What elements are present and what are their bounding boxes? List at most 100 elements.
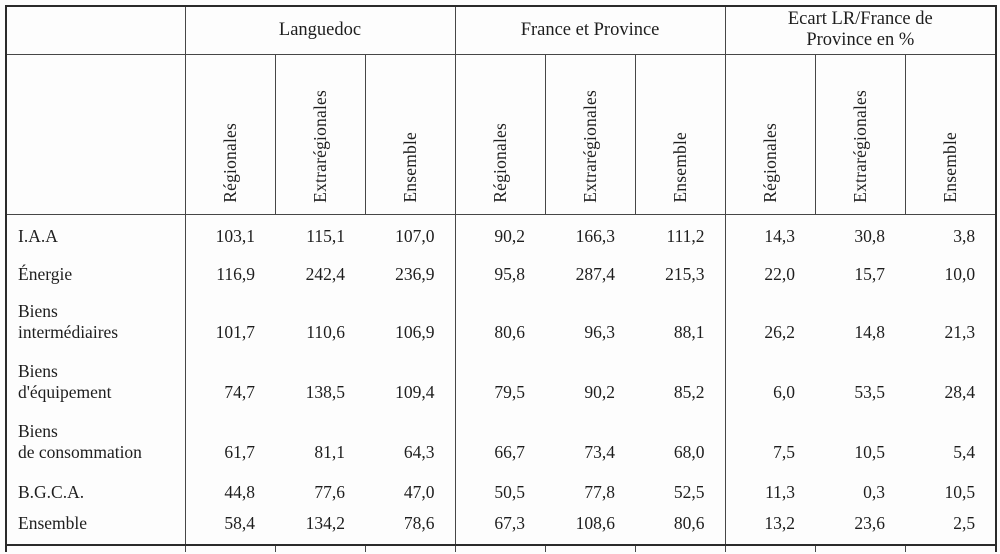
value-cell: 242,4 [305, 264, 345, 284]
row-biens-intermediaires: Biens intermédiaires 101,7 110,6 106,9 8… [5, 295, 998, 353]
column-header-ensemble: Ensemble [904, 54, 998, 215]
value-cell: 15,7 [854, 264, 886, 284]
row-label: Ensemble [5, 513, 185, 546]
row-label: Biens intermédiaires [5, 295, 185, 353]
value-cell: 7,5 [724, 413, 816, 473]
value-cell: 0,3 [863, 482, 886, 502]
value-cell: 21,3 [905, 295, 998, 353]
value-cell: 96,3 [584, 322, 616, 342]
column-header-regionales: Régionales [724, 54, 816, 215]
rotated-header-label: Ensemble [400, 131, 421, 203]
value-cell: 138,5 [305, 382, 345, 402]
value-cell: 61,7 [184, 413, 275, 473]
column-header-extraregionales: Extrarégionales [814, 54, 906, 215]
value-cell: 215,3 [665, 264, 705, 284]
value-cell: 5,4 [905, 413, 998, 473]
value-cell: 95,8 [454, 257, 546, 295]
value-cell: 67,3 [454, 513, 546, 546]
value-cell: 81,1 [314, 442, 345, 462]
value-cell: 6,0 [724, 353, 816, 413]
rotated-header-label: Régionales [490, 122, 511, 203]
value-cell: 80,6 [454, 295, 546, 353]
value-cell: 77,8 [584, 482, 616, 502]
value-cell: 68,0 [673, 442, 705, 462]
value-cell: 64,3 [403, 442, 435, 462]
value-cell: 103,1 [184, 214, 275, 257]
column-header-ensemble: Ensemble [364, 54, 456, 215]
value-cell: 10,0 [905, 257, 998, 295]
value-cell: 85,2 [673, 382, 705, 402]
value-cell: 2,5 [905, 513, 998, 546]
rotated-header-label: Ensemble [670, 131, 691, 203]
corner-cell [5, 54, 185, 215]
value-cell: 50,5 [454, 473, 546, 513]
column-header-extraregionales: Extrarégionales [274, 54, 365, 215]
value-cell: 107,0 [395, 226, 435, 246]
group-header-france-et-province: France et Province [454, 5, 726, 55]
value-cell: 14,3 [724, 214, 816, 257]
row-ensemble: Ensemble 58,4 134,2 78,6 67,3 108,6 80,6… [5, 513, 998, 546]
rotated-header-label: Extrarégionales [310, 89, 330, 203]
rotated-header-label: Ensemble [940, 131, 961, 203]
value-cell: 58,4 [184, 513, 275, 546]
value-cell: 166,3 [575, 226, 616, 246]
row-biens-dequipement: Biens d'équipement 74,7 138,5 109,4 79,5… [5, 353, 998, 413]
value-cell: 109,4 [395, 382, 435, 402]
row-iaa: I.A.A 103,1 115,1 107,0 90,2 166,3 111,2… [5, 214, 998, 257]
value-cell: 13,2 [724, 513, 816, 546]
value-cell: 11,3 [724, 473, 816, 513]
value-cell: 26,2 [724, 295, 816, 353]
value-cell: 108,6 [545, 513, 636, 546]
row-label: Biens de consommation [5, 413, 185, 473]
rotated-header-label: Extrarégionales [850, 89, 871, 203]
value-cell: 236,9 [395, 264, 435, 284]
group-header-row: Languedoc France et Province Ecart LR/Fr… [5, 5, 998, 55]
value-cell: 23,6 [815, 513, 906, 546]
value-cell: 80,6 [635, 513, 726, 546]
value-cell: 30,8 [854, 226, 886, 246]
value-cell: 79,5 [454, 353, 546, 413]
value-cell: 10,5 [905, 473, 998, 513]
row-label: I.A.A [5, 214, 185, 257]
value-cell: 110,6 [306, 322, 345, 342]
row-biens-de-consommation: Biens de consommation 61,7 81,1 64,3 66,… [5, 413, 998, 473]
value-cell: 106,9 [395, 322, 435, 342]
value-cell: 22,0 [724, 257, 816, 295]
value-cell: 111,2 [666, 226, 705, 246]
value-cell: 90,2 [584, 382, 616, 402]
group-header-ecart: Ecart LR/France de Province en % [724, 5, 998, 55]
value-cell: 287,4 [575, 264, 616, 284]
value-cell: 134,2 [275, 513, 365, 546]
value-cell: 14,8 [854, 322, 886, 342]
corner-cell [5, 5, 185, 55]
value-cell: 53,5 [854, 382, 886, 402]
column-header-regionales: Régionales [184, 54, 275, 215]
rotated-header-label: Régionales [220, 122, 240, 203]
group-header-languedoc: Languedoc [184, 5, 456, 55]
value-cell: 73,4 [584, 442, 616, 462]
value-cell: 10,5 [854, 442, 886, 462]
row-label: Énergie [5, 257, 185, 295]
row-label: Biens d'équipement [5, 353, 185, 413]
value-cell: 77,6 [314, 482, 345, 502]
value-cell: 101,7 [184, 295, 275, 353]
rotated-header-row: Régionales Extrarégionales Ensemble Régi… [5, 54, 998, 215]
row-label: B.G.C.A. [5, 473, 185, 513]
value-cell: 3,8 [905, 214, 998, 257]
rotated-header-label: Extrarégionales [580, 89, 601, 203]
value-cell: 78,6 [365, 513, 456, 546]
regional-statistics-table: Languedoc France et Province Ecart LR/Fr… [5, 5, 998, 552]
rotated-header-label: Régionales [760, 122, 781, 203]
value-cell: 88,1 [673, 322, 705, 342]
value-cell: 116,9 [184, 257, 275, 295]
column-header-ensemble: Ensemble [634, 54, 726, 215]
column-header-extraregionales: Extrarégionales [544, 54, 636, 215]
value-cell: 47,0 [403, 482, 435, 502]
value-cell: 90,2 [454, 214, 546, 257]
row-bgca: B.G.C.A. 44,8 77,6 47,0 50,5 77,8 52,5 1… [5, 473, 998, 513]
value-cell: 115,1 [306, 226, 345, 246]
column-header-regionales: Régionales [454, 54, 546, 215]
value-cell: 66,7 [454, 413, 546, 473]
value-cell: 52,5 [673, 482, 705, 502]
value-cell: 74,7 [184, 353, 275, 413]
